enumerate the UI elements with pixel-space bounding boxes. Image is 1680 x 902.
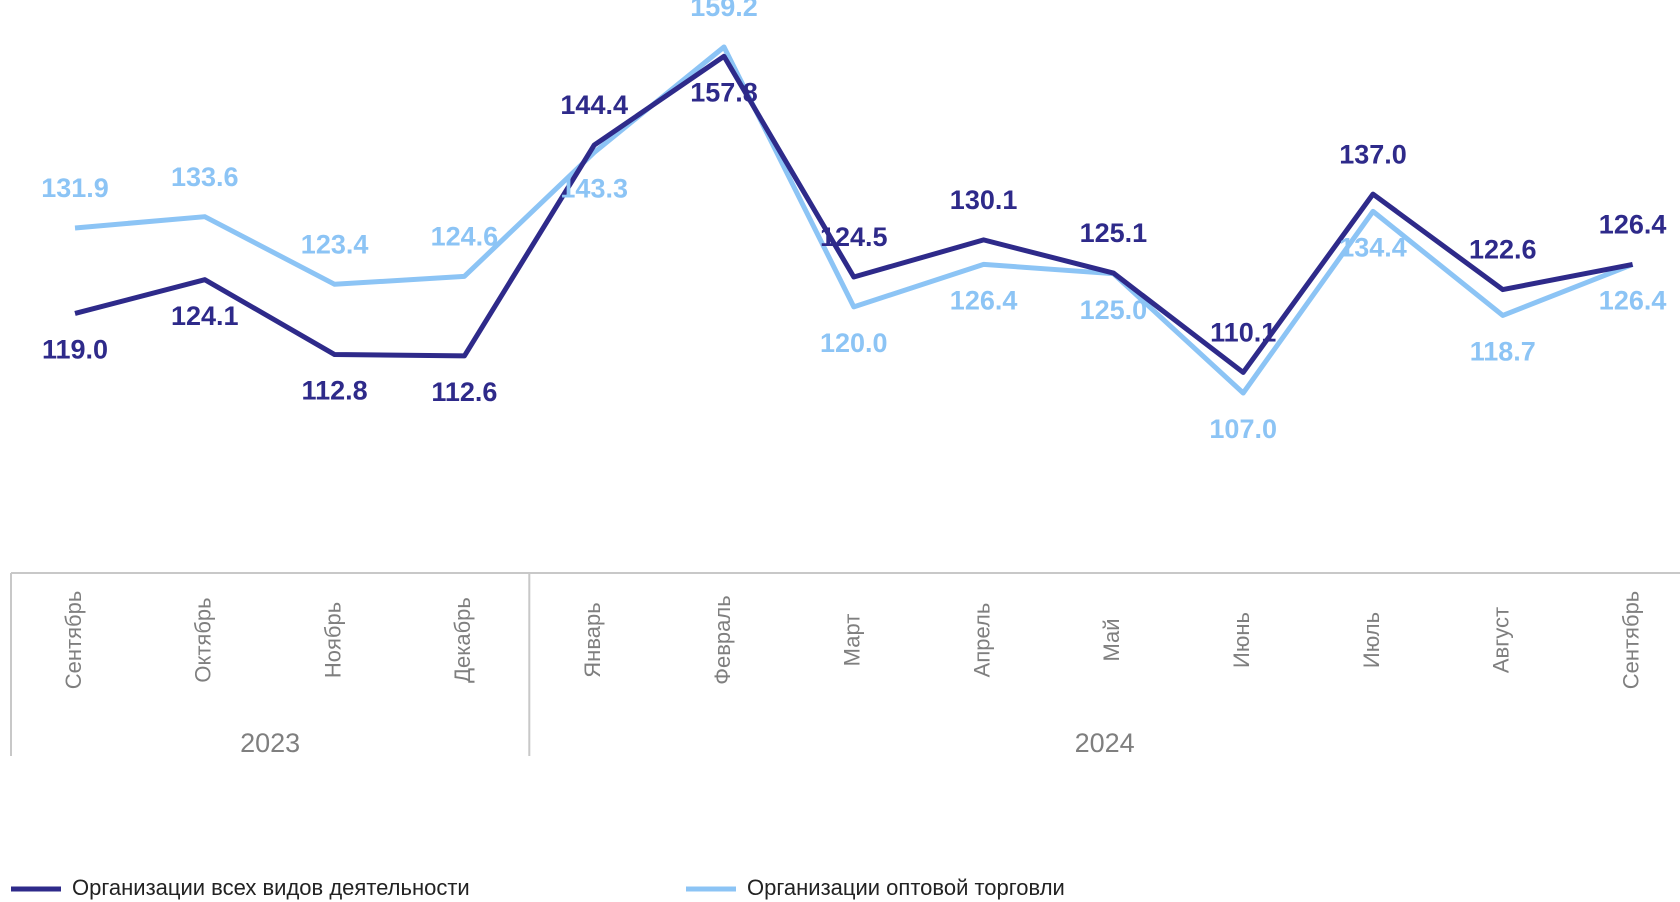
data-label: 131.9 bbox=[41, 173, 109, 203]
x-tick-label: Август bbox=[1489, 607, 1514, 673]
data-label: 107.0 bbox=[1209, 414, 1277, 444]
data-label: 137.0 bbox=[1339, 139, 1407, 169]
data-label: 124.1 bbox=[171, 301, 239, 331]
data-label: 120.0 bbox=[820, 328, 888, 358]
x-tick-label: Февраль bbox=[710, 595, 735, 684]
data-label: 125.0 bbox=[1080, 295, 1148, 325]
x-tick-label: Июль bbox=[1359, 612, 1384, 668]
data-label: 112.8 bbox=[302, 376, 368, 406]
data-label: 124.6 bbox=[431, 221, 499, 251]
x-tick-label: Апрель bbox=[969, 603, 994, 678]
x-tick-label: Сентябрь bbox=[61, 591, 86, 690]
x-tick-label: Ноябрь bbox=[320, 602, 345, 678]
x-tick-label: Май bbox=[1099, 618, 1124, 661]
data-label: 126.4 bbox=[1599, 286, 1667, 316]
data-label: 126.4 bbox=[950, 286, 1018, 316]
x-tick-label: Декабрь bbox=[450, 597, 475, 683]
series-line bbox=[74, 53, 1634, 375]
data-label: 123.4 bbox=[301, 229, 369, 259]
series-line bbox=[74, 44, 1634, 396]
data-label: 125.1 bbox=[1080, 218, 1148, 248]
data-label: 112.6 bbox=[431, 377, 497, 407]
year-label: 2023 bbox=[240, 728, 300, 758]
x-tick-label: Январь bbox=[580, 602, 605, 677]
data-label: 133.6 bbox=[171, 162, 239, 192]
data-label: 110.1 bbox=[1210, 318, 1276, 348]
year-label: 2024 bbox=[1075, 728, 1135, 758]
data-label: 144.4 bbox=[560, 90, 628, 120]
data-label: 159.2 bbox=[690, 0, 758, 22]
data-label: 130.1 bbox=[950, 185, 1018, 215]
data-label: 157.8 bbox=[690, 77, 758, 107]
legend-label: Организации всех видов деятельности bbox=[72, 875, 470, 900]
legend-label: Организации оптовой торговли bbox=[747, 875, 1065, 900]
data-label: 143.3 bbox=[560, 174, 628, 204]
data-label: 126.4 bbox=[1599, 210, 1667, 240]
x-tick-label: Сентябрь bbox=[1618, 591, 1643, 690]
x-tick-label: Октябрь bbox=[191, 597, 216, 682]
data-label: 119.0 bbox=[42, 335, 108, 365]
data-label: 118.7 bbox=[1470, 337, 1536, 367]
x-tick-label: Март bbox=[840, 614, 865, 667]
x-tick-label: Июнь bbox=[1229, 612, 1254, 668]
data-label: 134.4 bbox=[1339, 233, 1407, 263]
data-label: 122.6 bbox=[1469, 235, 1537, 265]
data-label: 124.5 bbox=[820, 222, 888, 252]
